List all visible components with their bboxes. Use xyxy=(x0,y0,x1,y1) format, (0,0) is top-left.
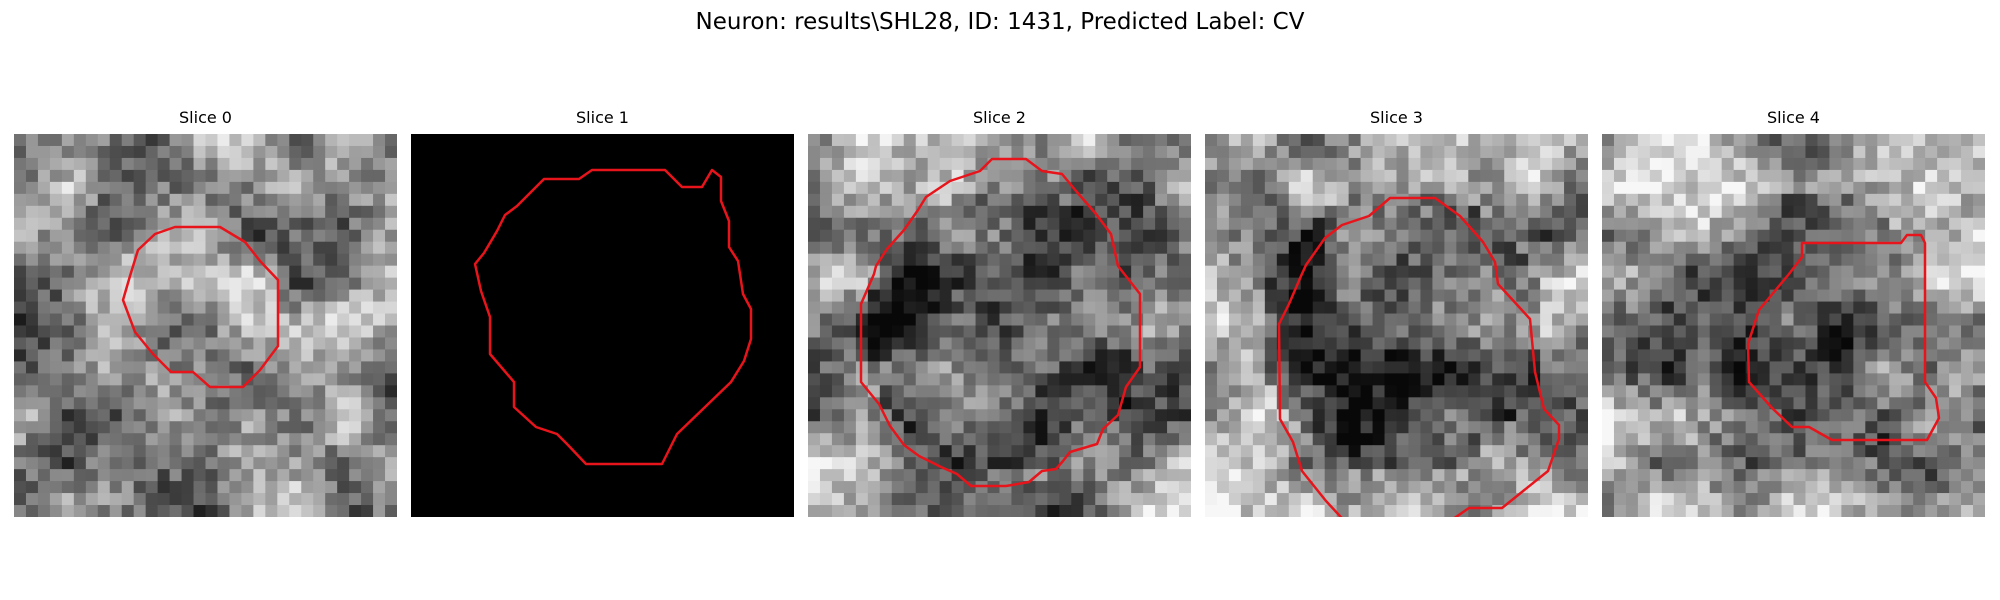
slice-3-contour xyxy=(1277,196,1561,517)
slice-background xyxy=(411,134,794,517)
slice-image xyxy=(1602,134,1985,517)
slice-pixels xyxy=(1602,134,1985,517)
slice-title: Slice 2 xyxy=(973,108,1026,127)
slice-title: Slice 3 xyxy=(1370,108,1423,127)
slice-2-contour xyxy=(859,157,1142,488)
slice-pixels xyxy=(14,134,397,517)
slice-pixels xyxy=(808,134,1191,517)
slice-pixels xyxy=(1205,134,1588,517)
slice-title: Slice 1 xyxy=(576,108,629,127)
figure-title: Neuron: results\SHL28, ID: 1431, Predict… xyxy=(695,9,1305,35)
slice-image xyxy=(411,134,794,517)
slice-pixels xyxy=(411,134,794,517)
slice-image xyxy=(14,134,397,517)
slice-4-contour xyxy=(1746,233,1941,442)
slice-image xyxy=(808,134,1191,517)
slice-0-contour xyxy=(121,225,280,389)
slice-image xyxy=(1205,134,1588,517)
slice-title: Slice 4 xyxy=(1767,108,1820,127)
slice-1-contour xyxy=(473,168,753,466)
slice-title: Slice 0 xyxy=(179,108,232,127)
